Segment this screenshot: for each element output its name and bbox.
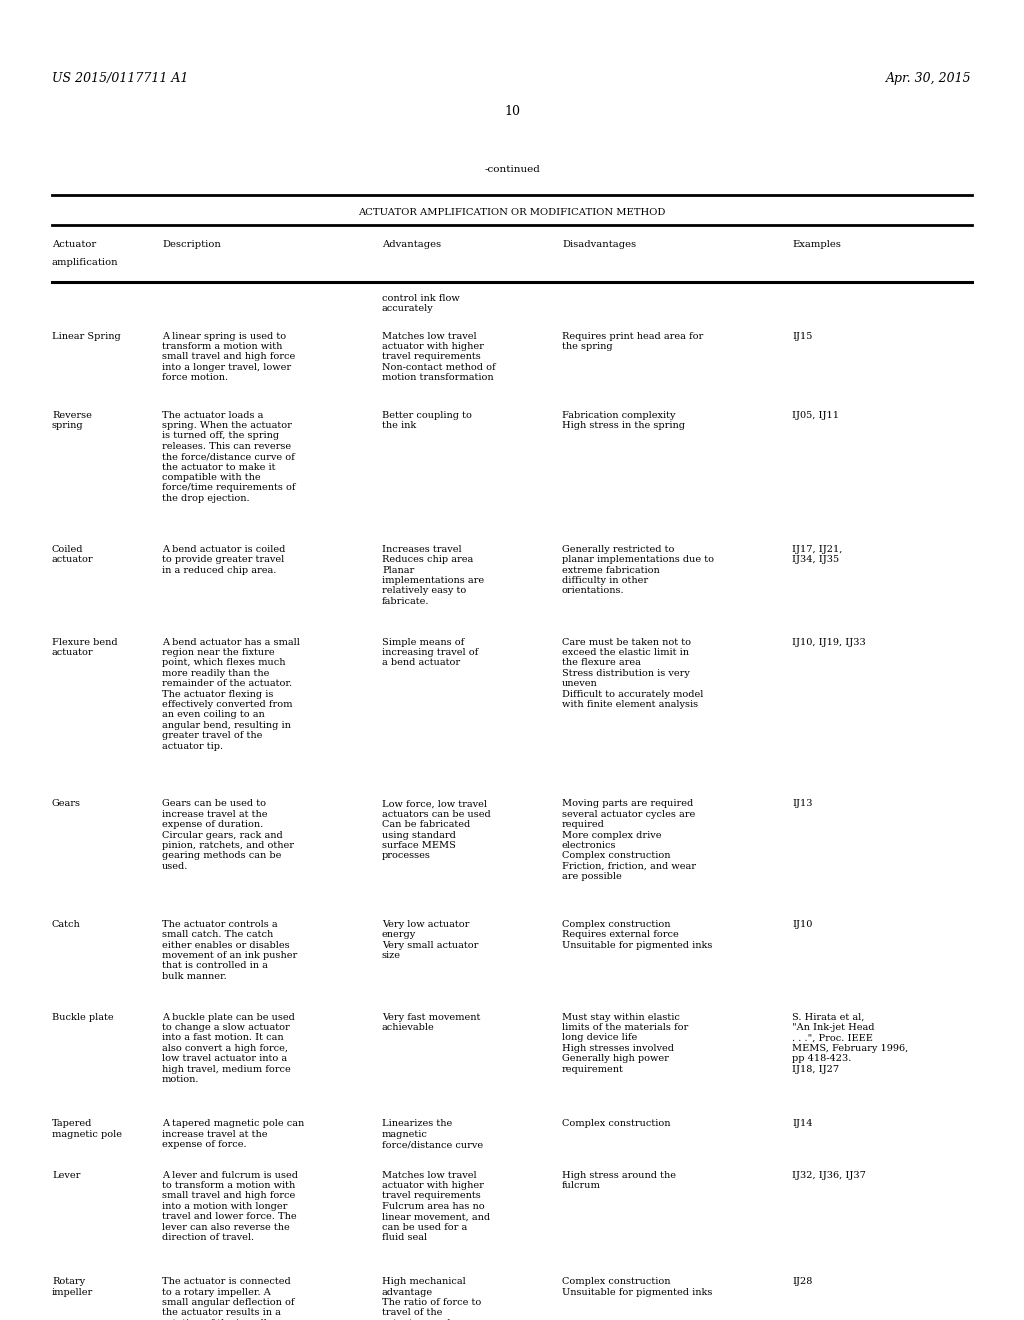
- Text: Actuator: Actuator: [52, 240, 96, 249]
- Text: The actuator is connected
to a rotary impeller. A
small angular deflection of
th: The actuator is connected to a rotary im…: [162, 1278, 295, 1320]
- Text: High mechanical
advantage
The ratio of force to
travel of the
actuator can be
ma: High mechanical advantage The ratio of f…: [382, 1278, 490, 1320]
- Text: Better coupling to
the ink: Better coupling to the ink: [382, 411, 472, 430]
- Text: Disadvantages: Disadvantages: [562, 240, 636, 249]
- Text: Low force, low travel
actuators can be used
Can be fabricated
using standard
sur: Low force, low travel actuators can be u…: [382, 800, 490, 861]
- Text: Generally restricted to
planar implementations due to
extreme fabrication
diffic: Generally restricted to planar implement…: [562, 545, 714, 595]
- Text: IJ10: IJ10: [792, 920, 812, 929]
- Text: Reverse
spring: Reverse spring: [52, 411, 92, 430]
- Text: Complex construction
Requires external force
Unsuitable for pigmented inks: Complex construction Requires external f…: [562, 920, 713, 949]
- Text: control ink flow
accurately: control ink flow accurately: [382, 294, 460, 313]
- Text: A bend actuator has a small
region near the fixture
point, which flexes much
mor: A bend actuator has a small region near …: [162, 638, 300, 751]
- Text: A bend actuator is coiled
to provide greater travel
in a reduced chip area.: A bend actuator is coiled to provide gre…: [162, 545, 286, 574]
- Text: The actuator controls a
small catch. The catch
either enables or disables
moveme: The actuator controls a small catch. The…: [162, 920, 297, 981]
- Text: A lever and fulcrum is used
to transform a motion with
small travel and high for: A lever and fulcrum is used to transform…: [162, 1171, 298, 1242]
- Text: Fabrication complexity
High stress in the spring: Fabrication complexity High stress in th…: [562, 411, 685, 430]
- Text: Flexure bend
actuator: Flexure bend actuator: [52, 638, 118, 657]
- Text: Very low actuator
energy
Very small actuator
size: Very low actuator energy Very small actu…: [382, 920, 478, 960]
- Text: amplification: amplification: [52, 257, 119, 267]
- Text: Examples: Examples: [792, 240, 841, 249]
- Text: The actuator loads a
spring. When the actuator
is turned off, the spring
release: The actuator loads a spring. When the ac…: [162, 411, 296, 503]
- Text: Apr. 30, 2015: Apr. 30, 2015: [887, 73, 972, 84]
- Text: Must stay within elastic
limits of the materials for
long device life
High stres: Must stay within elastic limits of the m…: [562, 1012, 688, 1073]
- Text: Simple means of
increasing travel of
a bend actuator: Simple means of increasing travel of a b…: [382, 638, 478, 668]
- Text: A buckle plate can be used
to change a slow actuator
into a fast motion. It can
: A buckle plate can be used to change a s…: [162, 1012, 295, 1084]
- Text: IJ10, IJ19, IJ33: IJ10, IJ19, IJ33: [792, 638, 865, 647]
- Text: Complex construction: Complex construction: [562, 1119, 671, 1129]
- Text: Matches low travel
actuator with higher
travel requirements
Non-contact method o: Matches low travel actuator with higher …: [382, 331, 496, 383]
- Text: Description: Description: [162, 240, 221, 249]
- Text: IJ17, IJ21,
IJ34, IJ35: IJ17, IJ21, IJ34, IJ35: [792, 545, 843, 564]
- Text: Requires print head area for
the spring: Requires print head area for the spring: [562, 331, 703, 351]
- Text: Gears can be used to
increase travel at the
expense of duration.
Circular gears,: Gears can be used to increase travel at …: [162, 800, 294, 871]
- Text: IJ14: IJ14: [792, 1119, 812, 1129]
- Text: Lever: Lever: [52, 1171, 80, 1180]
- Text: Tapered
magnetic pole: Tapered magnetic pole: [52, 1119, 122, 1139]
- Text: IJ13: IJ13: [792, 800, 812, 808]
- Text: Very fast movement
achievable: Very fast movement achievable: [382, 1012, 480, 1032]
- Text: Linear Spring: Linear Spring: [52, 331, 121, 341]
- Text: Care must be taken not to
exceed the elastic limit in
the flexure area
Stress di: Care must be taken not to exceed the ela…: [562, 638, 703, 709]
- Text: Matches low travel
actuator with higher
travel requirements
Fulcrum area has no
: Matches low travel actuator with higher …: [382, 1171, 490, 1242]
- Text: IJ32, IJ36, IJ37: IJ32, IJ36, IJ37: [792, 1171, 866, 1180]
- Text: Increases travel
Reduces chip area
Planar
implementations are
relatively easy to: Increases travel Reduces chip area Plana…: [382, 545, 484, 606]
- Text: Advantages: Advantages: [382, 240, 441, 249]
- Text: Rotary
impeller: Rotary impeller: [52, 1278, 93, 1296]
- Text: IJ05, IJ11: IJ05, IJ11: [792, 411, 839, 420]
- Text: Buckle plate: Buckle plate: [52, 1012, 114, 1022]
- Text: High stress around the
fulcrum: High stress around the fulcrum: [562, 1171, 676, 1191]
- Text: IJ28: IJ28: [792, 1278, 812, 1286]
- Text: Linearizes the
magnetic
force/distance curve: Linearizes the magnetic force/distance c…: [382, 1119, 483, 1148]
- Text: US 2015/0117711 A1: US 2015/0117711 A1: [52, 73, 188, 84]
- Text: Gears: Gears: [52, 800, 81, 808]
- Text: Moving parts are required
several actuator cycles are
required
More complex driv: Moving parts are required several actuat…: [562, 800, 696, 882]
- Text: S. Hirata et al,
"An Ink-jet Head
. . .", Proc. IEEE
MEMS, February 1996,
pp 418: S. Hirata et al, "An Ink-jet Head . . ."…: [792, 1012, 908, 1073]
- Text: Catch: Catch: [52, 920, 81, 929]
- Text: Coiled
actuator: Coiled actuator: [52, 545, 93, 564]
- Text: ACTUATOR AMPLIFICATION OR MODIFICATION METHOD: ACTUATOR AMPLIFICATION OR MODIFICATION M…: [358, 209, 666, 216]
- Text: Complex construction
Unsuitable for pigmented inks: Complex construction Unsuitable for pigm…: [562, 1278, 713, 1296]
- Text: A tapered magnetic pole can
increase travel at the
expense of force.: A tapered magnetic pole can increase tra…: [162, 1119, 304, 1148]
- Text: -continued: -continued: [484, 165, 540, 174]
- Text: A linear spring is used to
transform a motion with
small travel and high force
i: A linear spring is used to transform a m…: [162, 331, 295, 383]
- Text: IJ15: IJ15: [792, 331, 812, 341]
- Text: 10: 10: [504, 106, 520, 117]
